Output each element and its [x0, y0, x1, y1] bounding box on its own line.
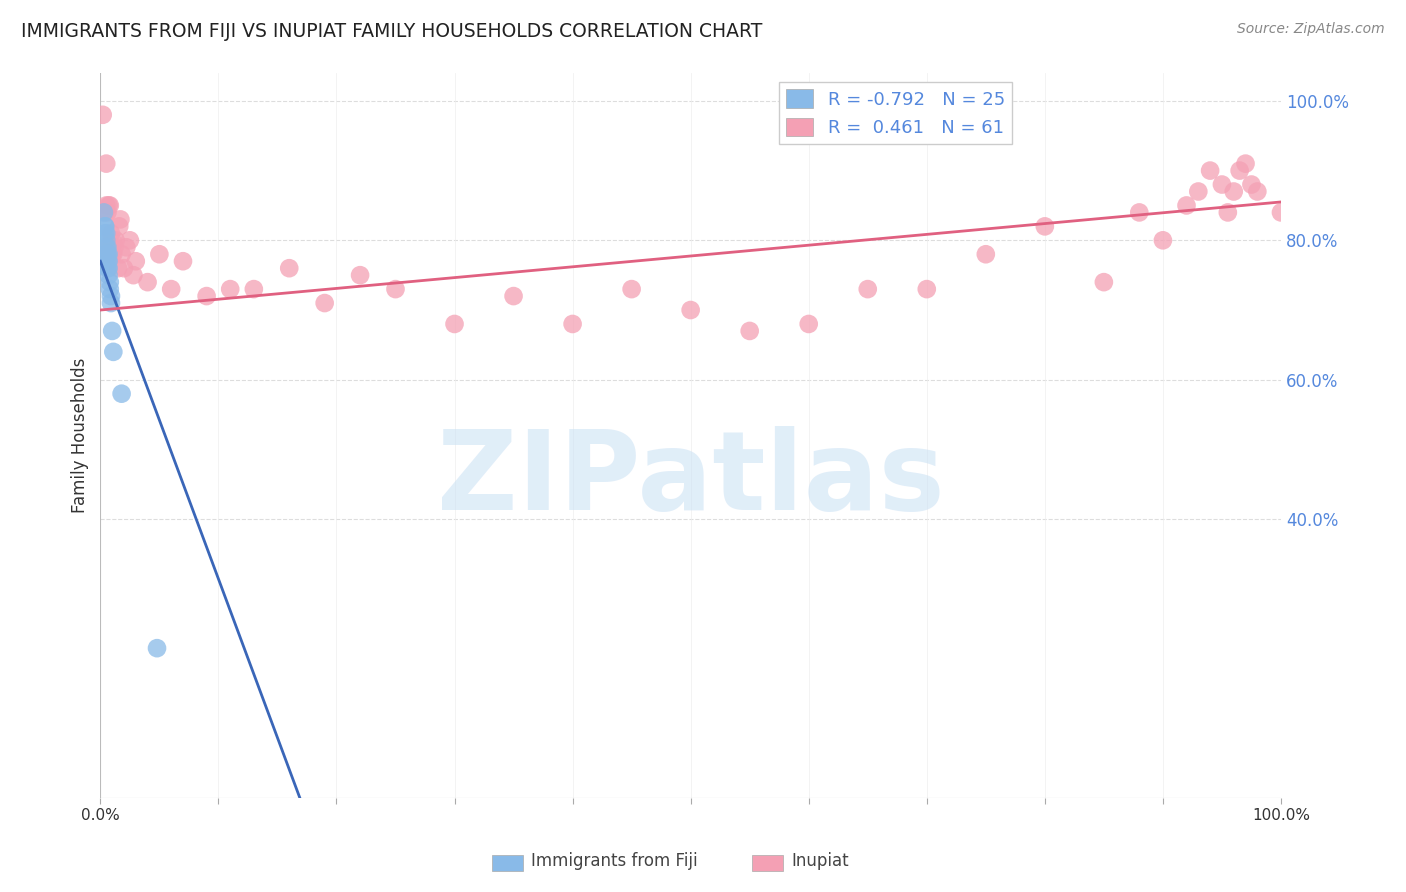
Point [1199, 163, 1222, 178]
Point [172, 254, 194, 268]
Point [136, 275, 159, 289]
Point [100, 227, 122, 241]
Point [104, 233, 127, 247]
Point [98, 282, 121, 296]
Point [1270, 205, 1292, 219]
Point [96, 156, 118, 170]
Point [96, 247, 118, 261]
Point [1229, 163, 1251, 178]
Point [97, 240, 120, 254]
Point [278, 261, 301, 276]
Point [101, 324, 124, 338]
Point [1211, 178, 1233, 192]
Text: Immigrants from Fiji: Immigrants from Fiji [531, 852, 699, 870]
Text: ZIPatlas: ZIPatlas [437, 425, 945, 533]
Point [96, 240, 118, 254]
Point [96, 240, 118, 254]
Point [96, 227, 118, 241]
Point [103, 344, 125, 359]
Point [100, 240, 122, 254]
Point [314, 296, 336, 310]
Point [103, 240, 125, 254]
Point [1216, 205, 1239, 219]
Point [96, 247, 118, 261]
Legend: R = -0.792   N = 25, R =  0.461   N = 61: R = -0.792 N = 25, R = 0.461 N = 61 [779, 82, 1012, 145]
Point [1234, 156, 1257, 170]
Point [108, 219, 131, 234]
Point [110, 386, 132, 401]
Point [856, 282, 879, 296]
Point [98, 275, 121, 289]
Point [94, 219, 117, 234]
Point [115, 240, 138, 254]
Point [146, 641, 169, 656]
Point [1175, 198, 1198, 212]
Point [1187, 185, 1209, 199]
Point [98, 198, 121, 212]
Point [125, 254, 148, 268]
Point [219, 282, 242, 296]
Point [1092, 275, 1115, 289]
Point [91, 108, 114, 122]
Point [101, 233, 124, 247]
Point [96, 261, 118, 276]
Point [107, 261, 129, 276]
Point [160, 282, 183, 296]
Point [97, 198, 120, 212]
Point [100, 296, 122, 310]
Text: Inupiat: Inupiat [792, 852, 849, 870]
Point [1152, 233, 1174, 247]
Point [94, 219, 117, 234]
Point [148, 247, 170, 261]
Point [97, 261, 120, 276]
Point [1246, 185, 1268, 199]
Point [96, 233, 118, 247]
Point [93, 205, 115, 219]
Point [384, 282, 406, 296]
Point [502, 289, 524, 303]
Point [195, 289, 218, 303]
Point [915, 282, 938, 296]
Point [100, 289, 122, 303]
Text: IMMIGRANTS FROM FIJI VS INUPIAT FAMILY HOUSEHOLDS CORRELATION CHART: IMMIGRANTS FROM FIJI VS INUPIAT FAMILY H… [21, 22, 762, 41]
Point [1222, 185, 1244, 199]
Point [1240, 178, 1263, 192]
Point [96, 205, 118, 219]
Point [101, 247, 124, 261]
Point [620, 282, 643, 296]
Text: Source: ZipAtlas.com: Source: ZipAtlas.com [1237, 22, 1385, 37]
Point [738, 324, 761, 338]
Point [96, 254, 118, 268]
Point [974, 247, 997, 261]
Point [443, 317, 465, 331]
Point [110, 212, 132, 227]
Point [94, 205, 117, 219]
Point [97, 268, 120, 282]
Point [98, 247, 121, 261]
Point [679, 303, 702, 318]
Point [96, 247, 118, 261]
Point [112, 261, 135, 276]
Point [97, 254, 120, 268]
Point [110, 247, 132, 261]
Point [1033, 219, 1056, 234]
Point [349, 268, 371, 282]
Point [94, 227, 117, 241]
Point [103, 247, 125, 261]
Y-axis label: Family Households: Family Households [72, 358, 89, 513]
Point [561, 317, 583, 331]
Point [122, 268, 145, 282]
Point [797, 317, 820, 331]
Point [1128, 205, 1150, 219]
Point [96, 198, 118, 212]
Point [118, 233, 141, 247]
Point [243, 282, 266, 296]
Point [97, 247, 120, 261]
